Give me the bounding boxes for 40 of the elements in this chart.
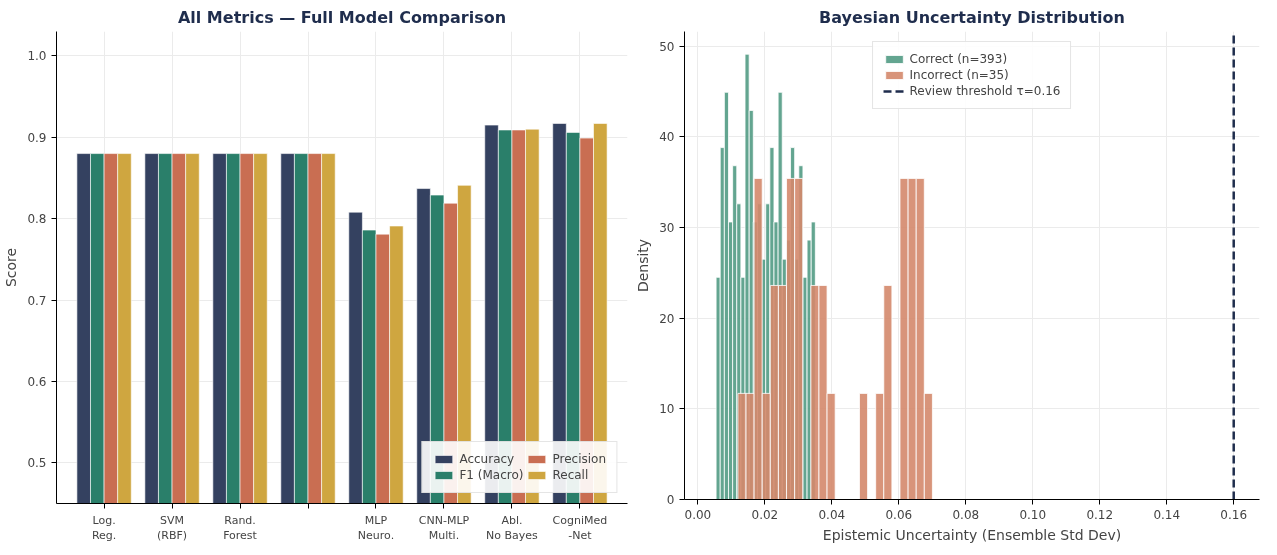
x-tick-label: 0.08	[952, 507, 980, 522]
y-tick-label: 1.0	[27, 49, 47, 64]
x-tick-label: Abl. No Bayes	[486, 513, 539, 543]
x-tick-label: MLP Neuro.	[357, 513, 395, 543]
y-axis-title: Density	[635, 238, 652, 293]
legend-label: Accuracy	[459, 452, 515, 466]
chart-title: All Metrics — Full Model Comparison	[177, 7, 507, 27]
y-axis-title: Score	[3, 247, 20, 288]
y-tick-label: 10	[659, 402, 675, 417]
y-tick-label: 0.6	[27, 374, 47, 389]
y-tick-label: 0.9	[27, 130, 47, 145]
x-tick-label: CogniMed -Net	[552, 513, 608, 543]
x-tick-label: CNN-MLP Multi.	[418, 513, 470, 543]
x-tick-label: 0.12	[1086, 507, 1114, 522]
x-tick-label: 0.00	[684, 507, 712, 522]
y-tick-label: 0	[666, 493, 675, 507]
x-tick-label: 0.14	[1153, 507, 1181, 522]
x-axis-title: Epistemic Uncertainty (Ensemble Std Dev)	[822, 526, 1122, 543]
chart-title: Bayesian Uncertainty Distribution	[819, 7, 1125, 27]
ref-line-label: Review threshold τ=0.16	[909, 84, 1061, 98]
y-tick-label: 50	[659, 39, 675, 54]
y-tick-label: 40	[659, 130, 675, 145]
legend-label: Correct (n=393)	[909, 52, 1008, 66]
x-tick-label: 0.02	[751, 507, 779, 522]
y-tick-label: 0.7	[27, 293, 47, 308]
y-tick-label: 0.5	[27, 456, 47, 471]
x-tick-label: SVM (RBF)	[157, 513, 188, 543]
x-tick-label: Log. Reg.	[91, 513, 117, 543]
y-tick-label: 0.8	[27, 212, 47, 227]
legend-label: Incorrect (n=35)	[909, 68, 1009, 82]
legend-label: Recall	[552, 468, 589, 482]
legend-label: F1 (Macro)	[459, 468, 524, 482]
y-tick-label: 30	[659, 220, 675, 235]
x-tick-label: 0.16	[1220, 507, 1248, 522]
y-tick-label: 20	[659, 311, 675, 326]
x-tick-label: 0.04	[818, 507, 846, 522]
x-tick-label: 0.10	[1019, 507, 1047, 522]
x-tick-label: Rand. Forest	[223, 513, 258, 543]
legend-label: Precision	[552, 452, 606, 466]
x-tick-label: 0.06	[885, 507, 913, 522]
